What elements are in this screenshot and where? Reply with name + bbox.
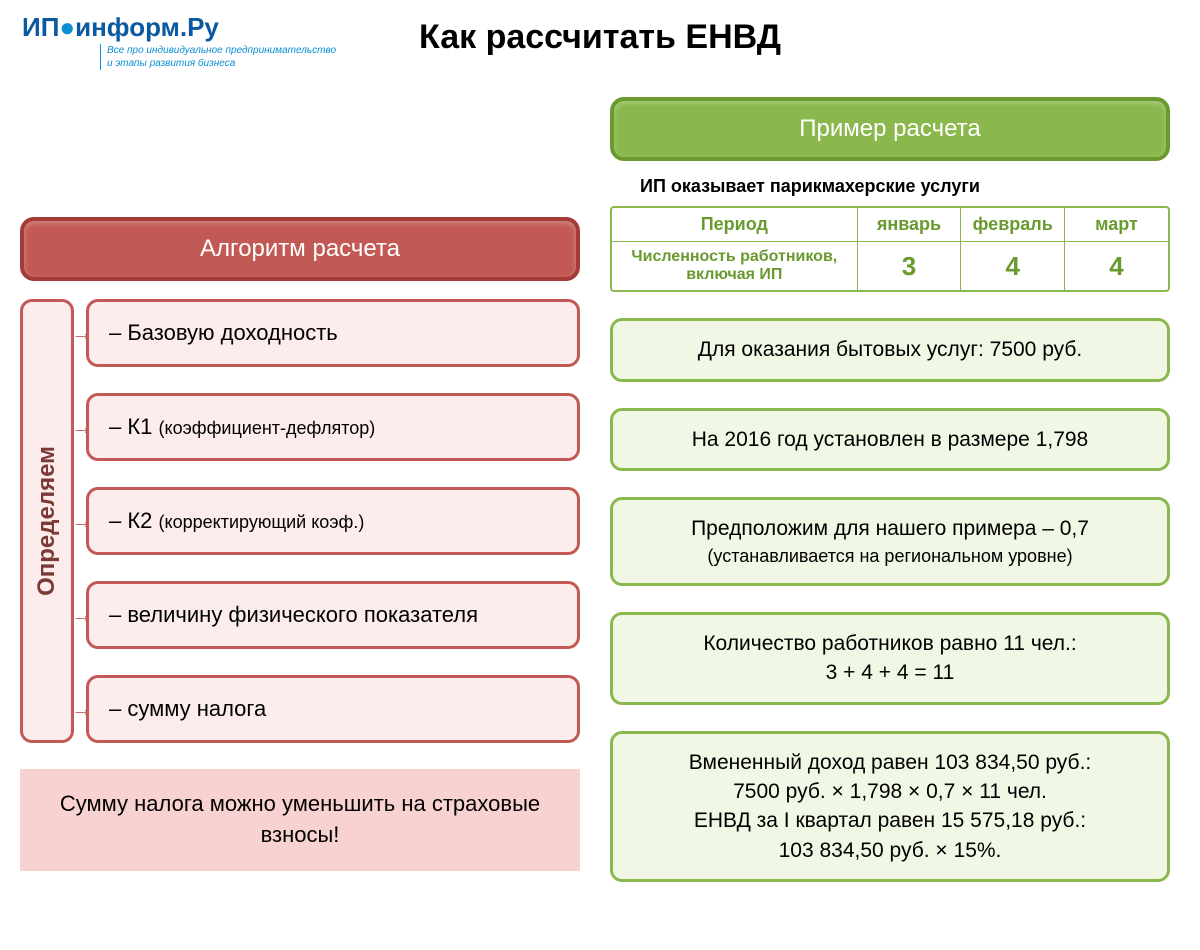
example-intro: ИП оказывает парикмахерские услуги	[640, 175, 1170, 198]
table-value-cell: 4	[1064, 242, 1168, 290]
site-logo: ИП●информ.Ру	[22, 12, 219, 43]
arrow-icon: →	[71, 320, 93, 346]
site-logo-tagline: Все про индивидуальное предпринимательст…	[100, 44, 336, 70]
table-value-cell: 3	[857, 242, 961, 290]
example-box: На 2016 год установлен в размере 1,798	[610, 408, 1170, 471]
step-box: → – К1 (коэффициент-дефлятор)	[86, 393, 580, 461]
table-header-cell: Период	[612, 208, 857, 241]
example-header: Пример расчета	[610, 97, 1170, 161]
table-header-cell: март	[1064, 208, 1168, 241]
step-box: → – Базовую доходность	[86, 299, 580, 367]
table-label-cell: Численность работников, включая ИП	[612, 242, 857, 290]
table-value-cell: 4	[960, 242, 1064, 290]
algorithm-header: Алгоритм расчета	[20, 217, 580, 281]
note-box: Сумму налога можно уменьшить на страховы…	[20, 769, 580, 871]
algorithm-column: Алгоритм расчета Определяем → – Базовую …	[20, 97, 580, 908]
vertical-label: Определяем	[33, 446, 61, 596]
example-box: Вмененный доход равен 103 834,50 руб.: 7…	[610, 731, 1170, 883]
example-column: Пример расчета ИП оказывает парикмахерск…	[610, 97, 1170, 908]
example-box: Для оказания бытовых услуг: 7500 руб.	[610, 318, 1170, 381]
vertical-label-bar: Определяем	[20, 299, 74, 743]
step-box: → – К2 (корректирующий коэф.)	[86, 487, 580, 555]
step-box: → – сумму налога	[86, 675, 580, 743]
table-header-cell: январь	[857, 208, 961, 241]
step-box: → – величину физического показателя	[86, 581, 580, 649]
arrow-icon: →	[71, 696, 93, 722]
algorithm-steps: → – Базовую доходность → – К1 (коэффицие…	[86, 299, 580, 743]
arrow-icon: →	[71, 602, 93, 628]
example-box: Количество работников равно 11 чел.: 3 +…	[610, 612, 1170, 705]
table-header-cell: февраль	[960, 208, 1064, 241]
example-box: Предположим для нашего примера – 0,7 (ус…	[610, 497, 1170, 586]
example-table: Период январь февраль март Численность р…	[610, 206, 1170, 292]
arrow-icon: →	[71, 414, 93, 440]
arrow-icon: →	[71, 508, 93, 534]
